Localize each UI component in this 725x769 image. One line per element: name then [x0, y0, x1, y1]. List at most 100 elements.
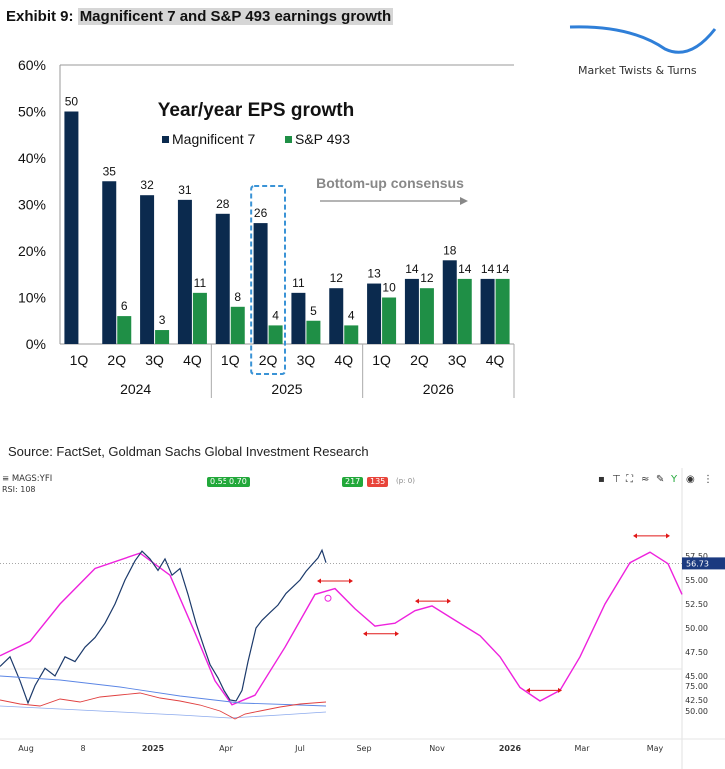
symbol-label[interactable]: ≡ MAGS:YFI [2, 474, 52, 484]
bar-sp493 [117, 316, 132, 344]
bar-mag7 [253, 223, 268, 344]
data-label: 4 [348, 308, 355, 322]
bar-chart-title: Year/year EPS growth [158, 100, 354, 121]
x-category-label: 4Q [486, 352, 505, 368]
source-note: Source: FactSet, Goldman Sachs Global In… [8, 444, 369, 459]
bar-sp493 [192, 292, 207, 344]
data-label: 14 [405, 262, 419, 276]
time-tick-label: Nov [429, 744, 445, 753]
compare-icon[interactable]: ≈ [641, 474, 650, 485]
time-tick-label: Apr [219, 744, 234, 753]
data-label: 6 [121, 299, 128, 313]
data-label: 5 [310, 304, 317, 318]
x-category-label: 2Q [410, 352, 429, 368]
timing-arrow-left-head [526, 687, 530, 693]
tv-axis: 42.50 45.00 47.50 50.00 52.50 55.00 57.5056.73… [18, 552, 725, 753]
annotation-arrow-head [460, 197, 468, 205]
data-label: 12 [420, 271, 434, 285]
bar-mag7 [404, 278, 419, 344]
data-label: 26 [254, 206, 268, 220]
price-tick-label: 47.50 [685, 648, 708, 657]
tv-arrows [317, 533, 670, 693]
bar-sp493 [268, 325, 283, 344]
x-category-label: 2Q [259, 352, 278, 368]
timing-arrow-left-head [317, 578, 321, 584]
data-label: 14 [496, 262, 510, 276]
badge-b: 0.70 [226, 477, 250, 487]
timing-arrow-left-head [415, 598, 419, 604]
data-label: 10 [382, 281, 396, 295]
time-tick-label: Aug [18, 744, 34, 753]
y-tick-label: 50% [18, 104, 46, 120]
more-icon[interactable]: ⋮ [703, 474, 713, 485]
legend-label-mag7: Magnificent 7 [172, 131, 255, 147]
data-label: 11 [292, 276, 305, 290]
rsi-red-line [0, 692, 327, 720]
bar-sp493 [230, 306, 245, 344]
x-group-label: 2026 [423, 381, 454, 397]
data-label: 14 [481, 262, 495, 276]
pin-icon[interactable]: ⊤ [612, 474, 621, 485]
bar-mag7 [215, 213, 230, 344]
time-tick-label: 2025 [142, 744, 165, 753]
legend-swatch-sp493 [285, 136, 292, 143]
x-category-label: 4Q [334, 352, 353, 368]
timing-arrow-right-head [558, 687, 562, 693]
bar-chart-bars [64, 111, 510, 375]
cycle-forecast-line [0, 551, 683, 706]
data-label: 3 [159, 313, 166, 327]
badge-a: 0.55 [207, 477, 231, 487]
bar-sp493 [457, 278, 472, 344]
timing-arrow-right-head [666, 533, 670, 539]
y-tick-label: 0% [26, 336, 46, 352]
p-count: (p: 0) [396, 477, 415, 485]
indicator-icon[interactable]: Y [671, 474, 678, 485]
bar-mag7 [102, 181, 117, 344]
data-label: 31 [178, 183, 192, 197]
tv-lines [0, 548, 683, 706]
time-tick-label: May [647, 744, 664, 753]
bar-mag7 [367, 283, 382, 344]
draw-icon[interactable]: ✎ [656, 474, 665, 485]
brand-name: Market Twists & Turns [578, 64, 697, 77]
x-category-label: 1Q [221, 352, 240, 368]
data-label: 32 [140, 178, 154, 192]
tradingview-chart[interactable]: 42.50 45.00 47.50 50.00 52.50 55.00 57.50 56.73… [0, 468, 725, 769]
data-label: 35 [103, 164, 117, 178]
bar-mag7 [480, 278, 495, 344]
fullscreen-icon[interactable]: ⛶ [626, 474, 633, 485]
price-line [0, 548, 327, 705]
eye-icon[interactable]: ◉ [686, 474, 695, 485]
bar-mag7 [64, 111, 79, 344]
save-icon[interactable]: ▪ [598, 474, 605, 485]
tv-chart-canvas[interactable]: 42.50 45.00 47.50 50.00 52.50 55.00 57.5056.73… [0, 468, 725, 769]
timing-arrow-right-head [395, 631, 399, 637]
data-label: 12 [330, 271, 344, 285]
data-label: 14 [458, 262, 472, 276]
price-tick-label: 42.50 [685, 696, 708, 705]
symbol-text[interactable]: MAGS:YFI [11, 474, 53, 484]
y-tick-label: 60% [18, 57, 46, 73]
data-label: 8 [234, 290, 241, 304]
data-label: 11 [194, 276, 207, 290]
legend-label-sp493: S&P 493 [295, 131, 350, 147]
bar-mag7 [177, 199, 192, 344]
exhibit-prefix: Exhibit 9: [6, 8, 74, 25]
rsi-blue-line-2 [0, 705, 327, 719]
bar-mag7 [329, 288, 344, 344]
timing-arrow-right-head [447, 598, 451, 604]
time-tick-label: Jul [294, 744, 305, 753]
x-category-label: 3Q [448, 352, 467, 368]
x-category-label: 3Q [297, 352, 316, 368]
price-tick-label: 55.00 [685, 576, 708, 585]
highlight-box [250, 185, 287, 375]
rsi-tick-label: 75.00 [685, 682, 708, 691]
exhibit-title: Exhibit 9: Magnificent 7 and S&P 493 ear… [6, 8, 394, 25]
timing-arrow-right-head [349, 578, 353, 584]
x-category-label: 4Q [183, 352, 202, 368]
data-label: 18 [443, 243, 457, 257]
bar-mag7 [140, 195, 155, 344]
menu-icon[interactable]: ≡ [2, 474, 12, 484]
